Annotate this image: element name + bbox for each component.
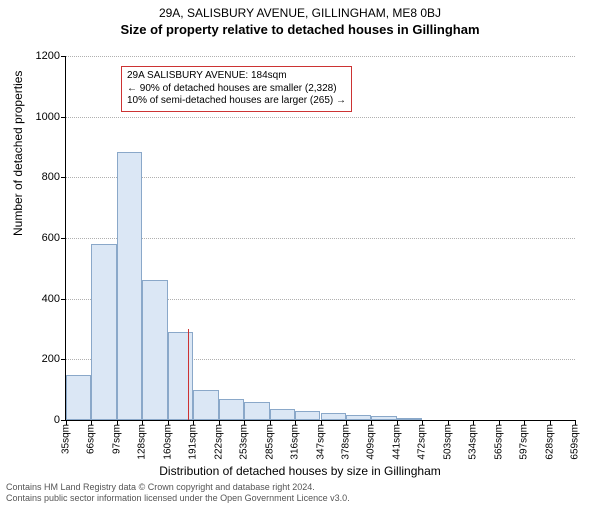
- xtick-label: 35sqm: [61, 424, 72, 454]
- chart-title: Size of property relative to detached ho…: [0, 22, 600, 37]
- xtick-label: 316sqm: [290, 424, 301, 460]
- annotation-box: 29A SALISBURY AVENUE: 184sqm← 90% of det…: [121, 66, 352, 112]
- xtick-label: 534sqm: [468, 424, 479, 460]
- annotation-line: 10% of semi-detached houses are larger (…: [127, 95, 346, 108]
- xtick-label: 97sqm: [111, 424, 122, 454]
- xtick-label: 503sqm: [442, 424, 453, 460]
- annotation-line: 29A SALISBURY AVENUE: 184sqm: [127, 70, 346, 83]
- xtick-label: 628sqm: [544, 424, 555, 460]
- ytick-label: 1000: [36, 111, 60, 123]
- xtick-label: 441sqm: [391, 424, 402, 460]
- xtick-label: 565sqm: [493, 424, 504, 460]
- ytick-label: 0: [54, 414, 60, 426]
- histogram-bar: [117, 152, 142, 420]
- xtick-label: 659sqm: [570, 424, 581, 460]
- xtick-label: 128sqm: [137, 424, 148, 460]
- xtick-label: 347sqm: [315, 424, 326, 460]
- annotation-line: ← 90% of detached houses are smaller (2,…: [127, 83, 346, 96]
- ytick-mark: [61, 238, 66, 239]
- xtick-label: 378sqm: [340, 424, 351, 460]
- property-marker: [188, 329, 189, 420]
- xtick-label: 472sqm: [417, 424, 428, 460]
- histogram-bar: [295, 411, 320, 420]
- ytick-label: 400: [42, 293, 60, 305]
- ytick-mark: [61, 56, 66, 57]
- page-address: 29A, SALISBURY AVENUE, GILLINGHAM, ME8 0…: [0, 6, 600, 20]
- histogram-bar: [219, 399, 244, 420]
- footer-line1: Contains HM Land Registry data © Crown c…: [6, 482, 350, 493]
- xtick-label: 285sqm: [264, 424, 275, 460]
- ytick-label: 200: [42, 353, 60, 365]
- histogram-bar: [168, 332, 193, 420]
- ytick-mark: [61, 359, 66, 360]
- ytick-mark: [61, 117, 66, 118]
- histogram-bar: [346, 415, 371, 420]
- xtick-label: 191sqm: [188, 424, 199, 460]
- xtick-label: 160sqm: [162, 424, 173, 460]
- xtick-label: 222sqm: [213, 424, 224, 460]
- histogram-bar: [270, 409, 295, 420]
- ytick-mark: [61, 177, 66, 178]
- histogram-bar: [91, 244, 116, 420]
- histogram-bar: [244, 402, 269, 420]
- ytick-label: 800: [42, 171, 60, 183]
- ytick-label: 600: [42, 232, 60, 244]
- histogram-bar: [321, 413, 346, 420]
- gridline: [66, 238, 575, 239]
- xtick-label: 253sqm: [239, 424, 250, 460]
- footer-line2: Contains public sector information licen…: [6, 493, 350, 504]
- histogram-bar: [66, 375, 91, 421]
- ytick-mark: [61, 299, 66, 300]
- gridline: [66, 117, 575, 118]
- histogram-bar: [193, 390, 218, 420]
- xtick-label: 66sqm: [86, 424, 97, 454]
- chart-plot-area: 02004006008001000120035sqm66sqm97sqm128s…: [65, 56, 575, 421]
- histogram-bar: [142, 280, 167, 420]
- x-axis-label: Distribution of detached houses by size …: [0, 464, 600, 478]
- gridline: [66, 177, 575, 178]
- ytick-label: 1200: [36, 50, 60, 62]
- histogram-bar: [371, 416, 396, 420]
- xtick-label: 597sqm: [519, 424, 530, 460]
- xtick-label: 409sqm: [366, 424, 377, 460]
- gridline: [66, 56, 575, 57]
- y-axis-label: Number of detached properties: [11, 71, 25, 236]
- footer-attribution: Contains HM Land Registry data © Crown c…: [6, 482, 350, 504]
- histogram-bar: [397, 418, 422, 420]
